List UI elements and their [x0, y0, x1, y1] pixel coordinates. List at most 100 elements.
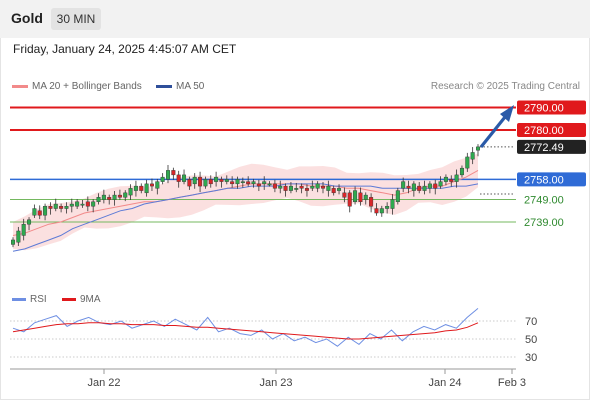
- candle-body: [69, 203, 74, 207]
- candle-body: [37, 210, 42, 216]
- candle-body: [80, 203, 85, 206]
- candle-body: [144, 183, 149, 194]
- candle-body: [246, 181, 251, 185]
- bollinger-bands: [13, 153, 478, 251]
- candle-body: [417, 185, 422, 191]
- candle-body: [171, 170, 176, 176]
- candle-body: [27, 219, 32, 225]
- candle-body: [342, 192, 347, 198]
- candle-body: [358, 192, 363, 203]
- candle-body: [288, 185, 293, 191]
- candle-body: [160, 176, 165, 182]
- candle-body: [198, 176, 203, 187]
- level-label-resistance: 2790.00: [517, 100, 586, 115]
- candle-body: [347, 192, 352, 207]
- candle-body: [272, 183, 277, 189]
- candle-body: [32, 208, 37, 216]
- candle-body: [133, 185, 138, 191]
- candle-body: [91, 201, 96, 207]
- candle-body: [230, 181, 235, 185]
- legend-rsi-swatch: [12, 297, 26, 301]
- candle-body: [321, 185, 326, 189]
- level-label-text: 2758.00: [524, 174, 564, 186]
- candle-body: [262, 181, 267, 185]
- candle-body: [294, 188, 299, 190]
- candle-body: [374, 208, 379, 214]
- candle-body: [208, 179, 213, 185]
- rsi-level-label: 50: [525, 334, 537, 346]
- candle-body: [85, 201, 90, 207]
- candle-body: [401, 181, 406, 189]
- chart-header: Gold 30 MIN: [0, 0, 590, 38]
- candle-body: [16, 230, 21, 243]
- candle-body: [96, 197, 101, 203]
- candle-body: [310, 185, 315, 189]
- candle-body: [139, 185, 144, 191]
- time-axis-label: Feb 3: [498, 377, 526, 389]
- candle-body: [385, 206, 390, 209]
- level-label-text: 2739.00: [524, 217, 564, 229]
- candle-body: [117, 194, 122, 198]
- candle-body: [427, 183, 432, 189]
- level-label-box: [517, 172, 586, 187]
- candle-body: [10, 239, 15, 245]
- level-label-support: 2749.00: [524, 195, 564, 207]
- candle-body: [299, 185, 304, 189]
- candle-body: [64, 206, 69, 209]
- candle-body: [165, 170, 170, 180]
- candle-body: [406, 185, 411, 189]
- level-label-box: [517, 123, 586, 137]
- candle-body: [149, 183, 154, 187]
- candle-body: [219, 179, 224, 182]
- ma20-line: [12, 169, 479, 236]
- candle-body: [53, 203, 58, 209]
- rsi-ma9-line: [12, 322, 479, 340]
- timeframe-badge[interactable]: 30 MIN: [51, 8, 101, 30]
- candle-body: [75, 201, 80, 207]
- candle-body: [123, 192, 128, 198]
- legend-rsi: RSI: [12, 294, 47, 305]
- candle-body: [326, 185, 331, 191]
- legend-ma50-label: MA 50: [176, 81, 205, 92]
- rsi-level-label: 30: [525, 352, 537, 364]
- trend-arrow-shaft: [479, 116, 507, 148]
- candle-body: [422, 185, 427, 191]
- level-label-resistance: 2780.00: [517, 123, 586, 137]
- legend-rsi-ma-label: 9MA: [80, 294, 101, 305]
- candle-body: [101, 194, 106, 200]
- candle-body: [395, 190, 400, 203]
- legend-rsi-label: RSI: [30, 294, 47, 305]
- candle-body: [438, 181, 443, 187]
- candle-body: [107, 197, 112, 200]
- rsi-level-label: 70: [525, 316, 537, 328]
- candle-body: [240, 181, 245, 184]
- candle-body: [283, 185, 288, 191]
- candle-body: [304, 188, 309, 191]
- level-label-text: 2772.49: [524, 142, 564, 154]
- level-label-text: 2749.00: [524, 195, 564, 207]
- candle-body: [315, 183, 320, 189]
- candle-body: [476, 146, 481, 151]
- candle-body: [353, 190, 358, 203]
- level-label-pivot: 2758.00: [517, 172, 586, 187]
- candle-body: [224, 179, 229, 182]
- legend-bollinger: MA 20 + Bollinger Bands: [12, 81, 142, 92]
- candle-body: [112, 194, 117, 200]
- candle-body: [235, 179, 240, 185]
- candle-body: [363, 194, 368, 200]
- level-label-box: [517, 100, 586, 115]
- candle-body: [192, 176, 197, 185]
- candle-body: [337, 188, 342, 191]
- candle-body: [267, 183, 272, 186]
- candle-body: [251, 181, 256, 185]
- candle-body: [465, 156, 470, 169]
- chart-datetime: Friday, January 24, 2025 4:45:07 AM CET: [13, 42, 237, 56]
- level-label-support: 2739.00: [524, 217, 564, 229]
- time-axis-label: Jan 24: [428, 377, 461, 389]
- candle-body: [470, 152, 475, 160]
- candle-body: [203, 179, 208, 187]
- level-label-text: 2790.00: [524, 103, 564, 115]
- candle-body: [459, 167, 464, 176]
- candle-body: [369, 197, 374, 207]
- legend-ma50-swatch: [156, 84, 172, 88]
